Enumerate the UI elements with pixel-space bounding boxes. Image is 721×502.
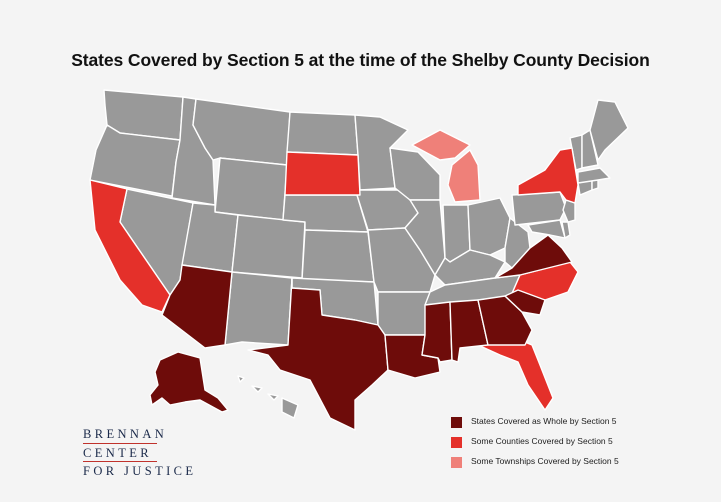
legend-swatch-whole — [451, 417, 462, 428]
state-ohio[interactable] — [467, 197, 511, 256]
state-maine[interactable] — [589, 99, 629, 161]
legend-label-counties: Some Counties Covered by Section 5 — [471, 436, 613, 446]
logo-rule-1 — [83, 442, 157, 444]
state-massachusetts[interactable] — [577, 167, 611, 184]
state-kansas[interactable] — [301, 229, 375, 283]
state-wyoming[interactable] — [214, 157, 288, 221]
uncovered-states — [89, 89, 629, 419]
state-rhode-island[interactable] — [591, 179, 599, 191]
state-delaware[interactable] — [561, 221, 571, 239]
state-arkansas[interactable] — [377, 291, 431, 336]
state-mississippi[interactable] — [421, 301, 453, 363]
logo-line-1: BRENNAN — [83, 427, 168, 441]
state-new-hampshire[interactable] — [581, 129, 599, 169]
legend-label-whole: States Covered as Whole by Section 5 — [471, 416, 617, 426]
state-new-mexico[interactable] — [224, 271, 293, 346]
state-arizona[interactable] — [161, 264, 233, 349]
state-hawaii[interactable] — [237, 375, 299, 419]
map-title: States Covered by Section 5 at the time … — [71, 50, 650, 70]
state-michigan-upper[interactable] — [411, 129, 471, 161]
state-maryland[interactable] — [527, 219, 566, 239]
legend-label-townships: Some Townships Covered by Section 5 — [471, 456, 619, 466]
state-alaska[interactable] — [149, 351, 229, 413]
logo-rule-2 — [83, 461, 157, 462]
counties-covered — [89, 147, 579, 411]
legend-swatch-townships — [451, 457, 462, 468]
state-new-york[interactable] — [517, 147, 579, 204]
state-colorado[interactable] — [231, 214, 306, 279]
state-texas[interactable] — [247, 277, 389, 431]
townships-covered — [411, 129, 481, 203]
state-north-dakota[interactable] — [286, 111, 359, 156]
state-illinois[interactable] — [404, 199, 446, 276]
logo-line-2: CENTER — [83, 445, 153, 460]
state-virginia[interactable] — [494, 234, 573, 279]
state-florida[interactable] — [477, 339, 554, 411]
whole-states-covered — [149, 234, 573, 431]
brennan-center-logo: BRENNAN CENTER FOR JUSTICE — [83, 428, 196, 480]
state-michigan-lower[interactable] — [447, 149, 481, 203]
legend-swatch-counties — [451, 437, 462, 448]
state-california[interactable] — [89, 179, 171, 313]
state-south-carolina[interactable] — [504, 289, 546, 316]
state-south-dakota[interactable] — [284, 151, 361, 196]
logo-line-3: FOR JUSTICE — [83, 464, 197, 478]
state-new-jersey[interactable] — [562, 199, 576, 223]
